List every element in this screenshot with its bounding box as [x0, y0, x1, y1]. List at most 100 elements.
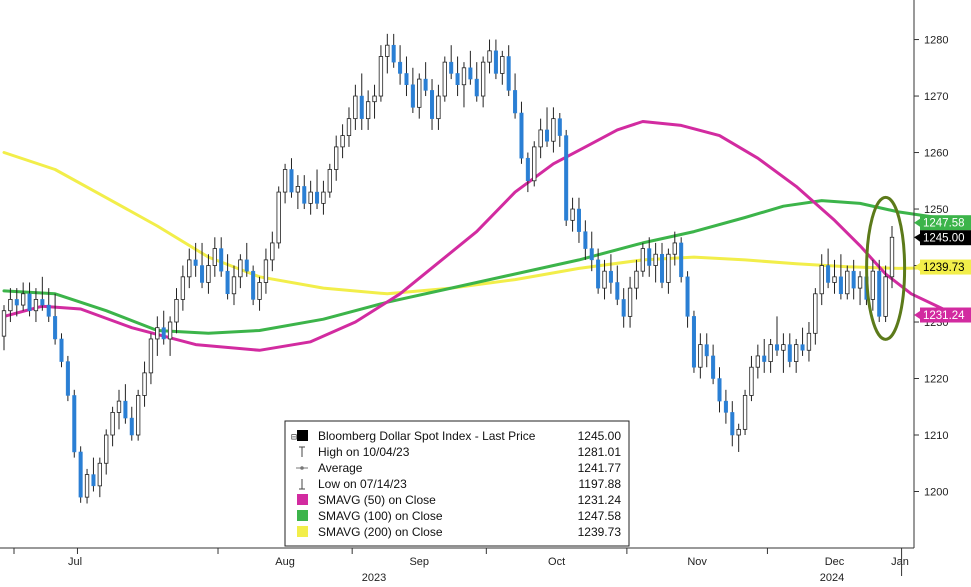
candle: [46, 288, 51, 323]
candle-body: [742, 395, 748, 430]
candle: [84, 468, 90, 504]
candle: [423, 62, 428, 97]
candle: [104, 429, 109, 475]
x-month-label: Dec: [825, 556, 845, 568]
candle: [276, 186, 281, 249]
candle: [238, 254, 243, 289]
candle: [442, 56, 447, 102]
legend-value: 1231.24: [578, 493, 622, 507]
price-tag-pointer: [914, 218, 920, 227]
price-tag-bg: [920, 230, 971, 246]
candle-body: [538, 129, 543, 148]
candle: [404, 56, 409, 97]
legend-collapse-icon[interactable]: ⊟: [291, 432, 297, 443]
candle-body: [468, 67, 473, 80]
candle-body: [129, 417, 134, 436]
candle-body: [621, 299, 626, 317]
candle-body: [711, 355, 716, 379]
candle: [685, 271, 690, 328]
candle-body: [557, 118, 562, 136]
price-tag-sma100: 1247.58: [914, 215, 971, 231]
candle-body: [212, 248, 217, 266]
candle: [794, 338, 799, 373]
candle-body: [845, 270, 850, 295]
legend-label: Low on 07/14/23: [318, 477, 407, 491]
candle: [315, 169, 320, 210]
candle-body: [263, 259, 269, 283]
legend-value: 1247.58: [578, 509, 622, 523]
candle: [493, 39, 498, 80]
candle-body: [806, 332, 812, 351]
candle-body: [14, 299, 19, 306]
candle-body: [493, 50, 498, 74]
candle-body: [91, 474, 96, 487]
legend-average-dot: [300, 466, 304, 470]
price-tag-label: 1245.00: [923, 233, 965, 245]
candle-body: [8, 299, 13, 312]
candle-body: [321, 191, 326, 204]
x-month-label: Jul: [68, 556, 82, 568]
candle: [468, 50, 473, 85]
candle-body: [21, 293, 26, 306]
candle-body: [148, 338, 154, 374]
candle-body: [583, 231, 588, 249]
legend-label: Average: [318, 461, 363, 475]
legend-row: Average 1241.77: [296, 461, 621, 475]
candle: [244, 242, 249, 277]
candle-body: [474, 78, 479, 97]
candle: [672, 231, 677, 266]
y-tick-label: 1220: [924, 374, 948, 386]
candle: [666, 248, 671, 294]
candle-body: [238, 259, 243, 278]
axes: 120012101220123012401250126012701280JulA…: [0, 0, 948, 584]
legend-label: Bloomberg Dollar Spot Index - Last Price: [318, 429, 536, 443]
candle-body: [576, 208, 581, 232]
candle: [263, 248, 269, 294]
candle-body: [410, 84, 415, 108]
candle: [621, 288, 626, 328]
candle: [282, 163, 288, 204]
candle: [321, 180, 326, 215]
sma50-line: [2, 120, 971, 352]
candle: [225, 254, 230, 300]
candle-body: [851, 270, 856, 289]
candle: [500, 50, 505, 85]
candle-body: [832, 276, 837, 283]
candle: [755, 344, 760, 379]
candle: [532, 141, 537, 187]
x-month-label: Oct: [548, 556, 565, 568]
candle-body: [180, 276, 186, 300]
candle: [155, 316, 160, 356]
candle: [436, 84, 441, 130]
candle-body: [161, 327, 166, 340]
candle: [72, 389, 77, 458]
candle-body: [551, 118, 556, 142]
price-tag-pointer: [914, 263, 920, 272]
x-month-label: Jan: [891, 556, 909, 568]
candle: [142, 361, 147, 407]
candle: [787, 333, 792, 368]
candle: [653, 242, 658, 283]
candle: [231, 265, 237, 306]
candle-body: [251, 270, 256, 300]
candle-body: [564, 135, 569, 221]
candle: [257, 276, 262, 311]
candle-body: [340, 135, 345, 148]
x-month-label: Aug: [275, 556, 295, 568]
candle: [308, 180, 313, 215]
price-tag-sma50: 1231.24: [914, 307, 971, 323]
candle: [302, 175, 307, 210]
candle: [660, 242, 665, 289]
candle: [295, 175, 301, 210]
candle-body: [346, 118, 352, 136]
candle: [116, 389, 122, 430]
candle: [33, 288, 39, 323]
price-tag-bg: [920, 259, 971, 275]
candle: [359, 73, 364, 130]
candle: [21, 282, 26, 311]
candle-body: [231, 276, 237, 295]
candle-body: [545, 129, 550, 142]
candle: [608, 254, 613, 294]
candle-body: [385, 44, 390, 57]
candle-body: [487, 50, 492, 63]
